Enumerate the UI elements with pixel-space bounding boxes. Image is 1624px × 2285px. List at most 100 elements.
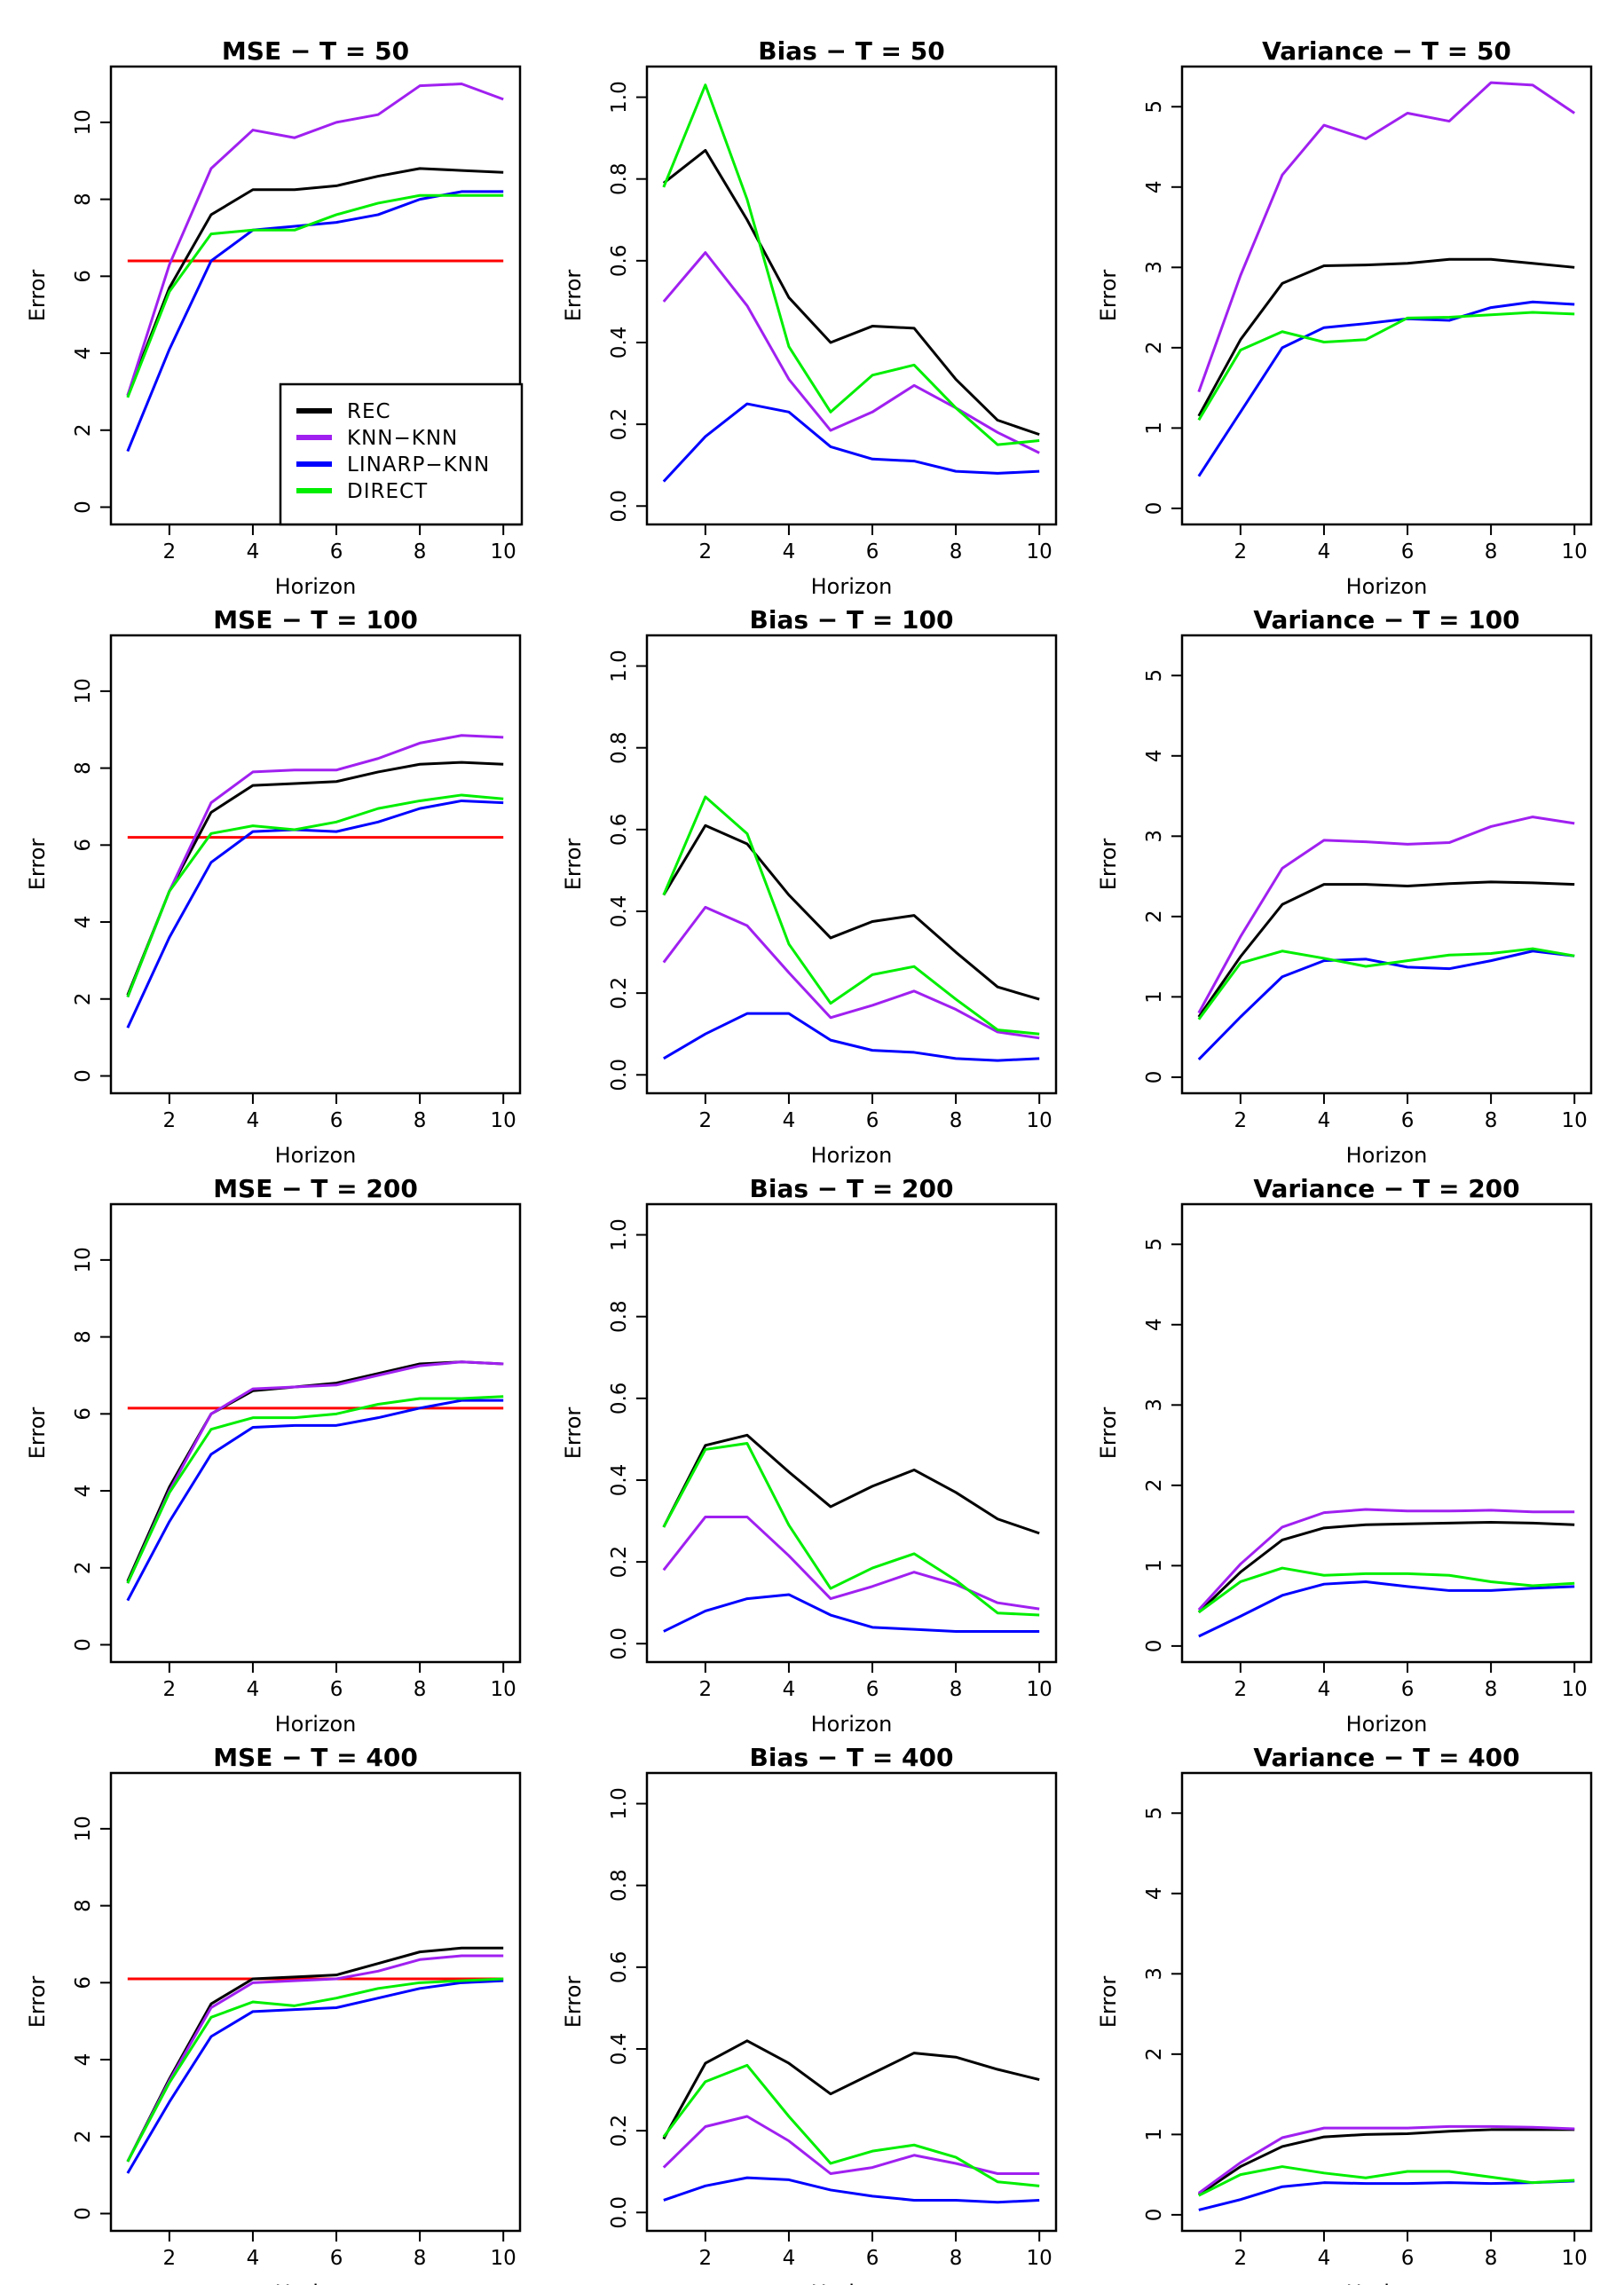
y-tick-label: 0 bbox=[1143, 2209, 1166, 2222]
series-line-knn-knn bbox=[126, 734, 504, 998]
y-tick-label: 5 bbox=[1143, 1807, 1166, 1820]
series-line-knn-knn bbox=[1197, 2124, 1575, 2194]
panel-title: MSE − T = 100 bbox=[213, 605, 418, 634]
x-tick-label: 2 bbox=[1234, 1678, 1248, 1701]
series-line-linarp-knn bbox=[663, 1593, 1040, 1633]
y-tick-label: 0.0 bbox=[608, 1059, 631, 1091]
y-tick-label: 3 bbox=[1143, 1399, 1166, 1412]
x-tick-label: 4 bbox=[1318, 2247, 1331, 2270]
x-tick-label: 2 bbox=[163, 1678, 177, 1701]
legend-label: KNN−KNN bbox=[347, 427, 458, 450]
y-tick-label: 1.0 bbox=[608, 650, 631, 682]
series-line-direct bbox=[126, 793, 504, 998]
y-tick-label: 5 bbox=[1143, 100, 1166, 114]
y-tick-label: 6 bbox=[72, 1407, 95, 1421]
x-tick-label: 10 bbox=[1027, 1109, 1052, 1132]
x-axis-label: Horizon bbox=[811, 1143, 893, 1168]
y-tick-label: 4 bbox=[1143, 1887, 1166, 1900]
y-tick-label: 0 bbox=[72, 500, 95, 514]
series-line-knn-knn bbox=[1197, 816, 1575, 1014]
x-tick-label: 8 bbox=[950, 1678, 963, 1701]
series-line-rec bbox=[126, 1946, 504, 2163]
y-tick-label: 0.4 bbox=[608, 327, 631, 359]
y-tick-label: 2 bbox=[1143, 342, 1166, 355]
y-tick-label: 4 bbox=[72, 1485, 95, 1498]
panel-1: MSE − T = 50 2 4 6 8 10 0 2 4 6 8 10 Horizon Error REC… bbox=[25, 36, 524, 599]
y-tick-label: 0.8 bbox=[608, 1300, 631, 1333]
y-tick-label: 1 bbox=[1143, 2128, 1166, 2141]
panel-title: MSE − T = 400 bbox=[213, 1743, 418, 1772]
y-tick-label: 4 bbox=[72, 347, 95, 360]
plot-frame bbox=[109, 1202, 522, 1664]
x-tick-label: 6 bbox=[330, 540, 343, 563]
series-line-linarp-knn bbox=[1198, 1580, 1575, 1638]
y-tick-label: 3 bbox=[1143, 261, 1166, 274]
x-tick-label: 2 bbox=[163, 2247, 177, 2270]
x-tick-label: 8 bbox=[950, 1109, 963, 1132]
y-tick-label: 1 bbox=[1143, 990, 1166, 1004]
series-line-rec bbox=[1197, 2128, 1575, 2196]
y-tick-label: 4 bbox=[1143, 180, 1166, 193]
x-tick-label: 10 bbox=[1562, 1678, 1588, 1701]
x-tick-label: 6 bbox=[866, 540, 879, 563]
x-tick-label: 2 bbox=[699, 1678, 713, 1701]
y-tick-label: 4 bbox=[72, 916, 95, 929]
x-tick-label: 2 bbox=[699, 1109, 713, 1132]
x-tick-label: 10 bbox=[491, 1109, 516, 1132]
y-tick-label: 6 bbox=[72, 1976, 95, 1990]
y-axis-label: Error bbox=[561, 839, 586, 891]
y-tick-label: 2 bbox=[72, 423, 95, 437]
y-tick-label: 0.8 bbox=[608, 731, 631, 764]
x-axis-label: Horizon bbox=[811, 574, 893, 599]
y-axis-label: Error bbox=[561, 270, 586, 322]
y-tick-label: 0.2 bbox=[608, 977, 631, 1010]
panel-title: Bias − T = 100 bbox=[750, 605, 954, 634]
x-tick-label: 10 bbox=[1027, 2247, 1052, 2270]
y-tick-label: 0.2 bbox=[608, 1546, 631, 1579]
x-tick-label: 8 bbox=[950, 2247, 963, 2270]
y-tick-label: 2 bbox=[1143, 910, 1166, 924]
y-tick-label: 0.6 bbox=[608, 1383, 631, 1415]
plot-frame bbox=[645, 634, 1058, 1095]
panel-title: MSE − T = 50 bbox=[222, 36, 409, 66]
panel-7: MSE − T = 200 2 4 6 8 10 0 2 4 6 8 10 Horizon Error bbox=[25, 1174, 522, 1737]
x-tick-label: 6 bbox=[1401, 1678, 1415, 1701]
y-tick-label: 0 bbox=[72, 1069, 95, 1083]
x-tick-label: 4 bbox=[247, 2247, 260, 2270]
x-tick-label: 8 bbox=[1485, 540, 1498, 563]
x-tick-label: 4 bbox=[783, 1109, 796, 1132]
series-line-linarp-knn bbox=[126, 1399, 504, 1602]
x-tick-label: 10 bbox=[1027, 540, 1052, 563]
y-tick-label: 0 bbox=[1143, 502, 1166, 516]
x-tick-label: 4 bbox=[247, 540, 260, 563]
x-tick-label: 10 bbox=[491, 2247, 516, 2270]
x-tick-label: 8 bbox=[414, 1678, 427, 1701]
series-line-linarp-knn bbox=[126, 1979, 504, 2174]
x-tick-label: 2 bbox=[1234, 1109, 1248, 1132]
y-tick-label: 6 bbox=[72, 839, 95, 852]
plot-frame bbox=[109, 634, 522, 1095]
series-line-direct bbox=[662, 795, 1040, 1036]
y-tick-label: 2 bbox=[1143, 2048, 1166, 2061]
plot-frame bbox=[645, 1771, 1058, 2233]
x-tick-label: 6 bbox=[866, 1109, 879, 1132]
panel-4: MSE − T = 100 2 4 6 8 10 0 2 4 6 8 10 Horizon Error bbox=[25, 605, 522, 1168]
series-line-direct bbox=[1197, 947, 1575, 1020]
y-tick-label: 8 bbox=[72, 1330, 95, 1343]
y-axis-label: Error bbox=[1096, 270, 1121, 322]
y-tick-label: 10 bbox=[72, 678, 95, 704]
panel-title: Bias − T = 400 bbox=[750, 1743, 954, 1772]
panel-12: Variance − T = 400 2 4 6 8 10 0 1 2 3 4 5 Horizon Err… bbox=[1096, 1743, 1593, 2285]
y-tick-label: 1 bbox=[1143, 1559, 1166, 1572]
x-axis-label: Horizon bbox=[1346, 1712, 1428, 1737]
series-line-direct bbox=[662, 2063, 1040, 2187]
x-tick-label: 6 bbox=[1401, 540, 1415, 563]
y-tick-label: 0.0 bbox=[608, 1627, 631, 1660]
x-tick-label: 2 bbox=[163, 540, 177, 563]
legend-label: REC bbox=[347, 400, 391, 423]
x-tick-label: 2 bbox=[1234, 540, 1248, 563]
plot-frame bbox=[1180, 1202, 1593, 1664]
series-line-linarp-knn bbox=[662, 402, 1040, 483]
panel-3: Variance − T = 50 2 4 6 8 10 0 1 2 3 4 5 Horizon Erro… bbox=[1096, 36, 1593, 599]
panel-6: Variance − T = 100 2 4 6 8 10 0 1 2 3 4 5 Horizon Err… bbox=[1096, 605, 1593, 1168]
